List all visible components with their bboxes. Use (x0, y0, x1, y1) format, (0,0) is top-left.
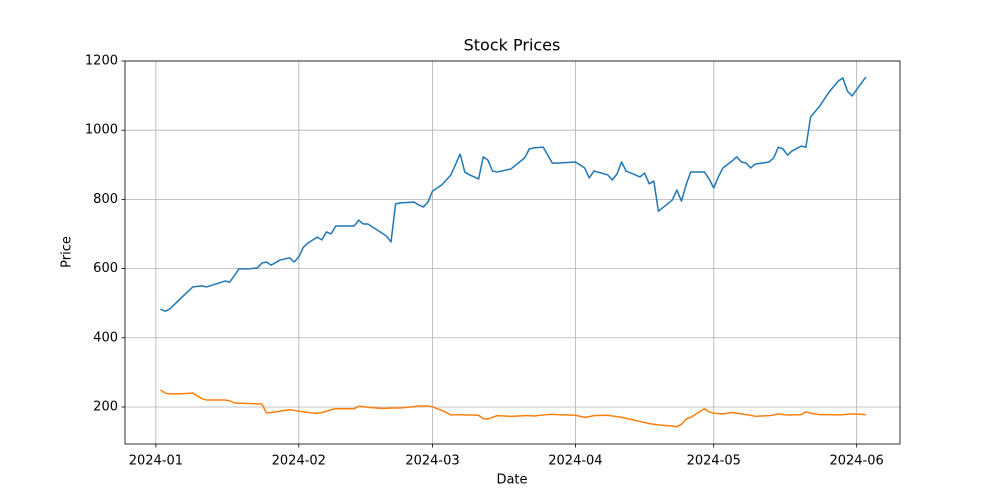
y-tick-label: 600 (93, 261, 118, 276)
y-tick-label: 1200 (85, 54, 118, 69)
chart-title: Stock Prices (464, 36, 561, 55)
plot-frame (124, 60, 901, 445)
y-tick-label: 800 (93, 192, 118, 207)
data-line (160, 76, 867, 312)
x-tick-label: 2024-04 (548, 454, 602, 469)
x-axis-label: Date (496, 473, 527, 488)
x-tick-label: 2024-06 (829, 454, 883, 469)
y-tick-label: 200 (93, 399, 118, 414)
data-line (160, 389, 866, 428)
y-tick-label: 1000 (85, 123, 118, 138)
y-axis-label: Price (60, 236, 75, 268)
x-tick-label: 2024-05 (687, 454, 741, 469)
x-tick-label: 2024-03 (405, 454, 459, 469)
x-tick-label: 2024-01 (129, 454, 183, 469)
y-tick-label: 400 (93, 330, 118, 345)
x-tick-label: 2024-02 (272, 454, 326, 469)
